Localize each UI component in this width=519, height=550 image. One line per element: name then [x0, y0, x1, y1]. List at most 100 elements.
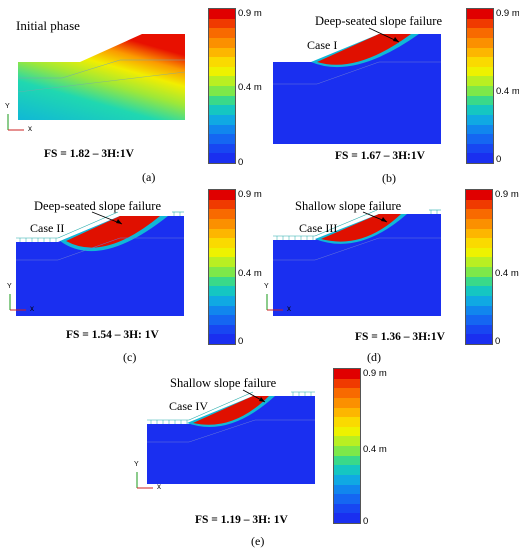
axis-label-x: x: [30, 304, 34, 313]
factor-of-safety: FS = 1.67 – 3H:1V: [335, 150, 425, 162]
colorbar-band: [209, 286, 235, 296]
surcharge-ticks: [19, 212, 181, 242]
panel-d: Shallow slope failure Case III Y x 0.9 m…: [259, 186, 519, 366]
annotation-arrow: [362, 211, 388, 223]
colorbar-band: [467, 124, 493, 135]
colorbar-band: [209, 257, 235, 267]
colorbar: [465, 189, 493, 345]
colorbar: [466, 8, 494, 164]
colorbar-band: [334, 426, 360, 437]
axis-label-x: x: [287, 304, 291, 313]
colorbar-band: [209, 218, 235, 229]
annotation-arrow: [91, 211, 123, 225]
colorbar-band: [334, 436, 360, 446]
colorbar-band: [467, 114, 493, 125]
colorbar-band: [466, 334, 492, 344]
slope-domain: [273, 34, 441, 144]
colorbar-min-label: 0: [238, 336, 244, 347]
colorbar-band: [467, 105, 493, 115]
failure-zone: [66, 216, 160, 248]
factor-of-safety: FS = 1.36 – 3H:1V: [355, 331, 445, 343]
colorbar-band: [467, 66, 493, 77]
plot-a: [7, 34, 186, 131]
colorbar-band: [334, 407, 360, 418]
colorbar-band: [209, 18, 235, 29]
slope-domain: [147, 396, 315, 484]
colorbar-band: [209, 105, 235, 115]
panel-c: Deep-seated slope failure Case II Y x 0.…: [0, 186, 262, 366]
colorbar-min-label: 0: [496, 154, 502, 165]
colorbar-band: [466, 238, 492, 248]
colorbar-band: [334, 474, 360, 485]
axis-label-x: x: [28, 124, 32, 133]
colorbar-band: [209, 324, 235, 335]
axis-label-y: Y: [7, 283, 12, 290]
colorbar-band: [467, 153, 493, 163]
colorbar-band: [209, 95, 235, 106]
colorbar-band: [467, 57, 493, 67]
colorbar-band: [209, 66, 235, 77]
annotation-arrow: [368, 27, 400, 43]
case-label: Case I: [307, 38, 338, 52]
colorbar-max-label: 0.9 m: [363, 368, 387, 379]
layer-boundary: [17, 71, 186, 93]
colorbar-band: [334, 513, 360, 523]
colorbar-band: [209, 209, 235, 219]
colorbar-band: [209, 295, 235, 306]
colorbar-band: [466, 199, 492, 210]
slope-domain: [273, 214, 441, 316]
colorbar-band: [209, 334, 235, 344]
colorbar-band: [209, 228, 235, 239]
colorbar-band: [466, 228, 492, 239]
panel-caption: (c): [123, 350, 137, 364]
failure-zone: [321, 214, 401, 242]
colorbar-band: [466, 257, 492, 267]
surcharge-ticks: [276, 210, 438, 240]
plot-b: [273, 27, 441, 144]
colorbar: [208, 189, 236, 345]
colorbar-band: [209, 9, 235, 19]
colorbar-min-label: 0: [363, 516, 369, 527]
colorbar-mid-label: 0.4 m: [238, 82, 262, 93]
failure-annotation: Deep-seated slope failure: [315, 14, 443, 28]
axis-label-y: Y: [134, 461, 139, 468]
axis-label-y: Y: [5, 103, 10, 110]
colorbar-mid-label: 0.4 m: [363, 444, 387, 455]
colorbar-band: [467, 47, 493, 58]
panel-b: Deep-seated slope failure Case I 0.9 m 0…: [259, 0, 519, 190]
colorbar-band: [209, 315, 235, 325]
colorbar-band: [209, 76, 235, 86]
colorbar-band: [334, 388, 360, 398]
colorbar-band: [209, 47, 235, 58]
colorbar-band: [334, 503, 360, 514]
axis-triad: [136, 472, 153, 489]
colorbar-band: [209, 199, 235, 210]
colorbar-band: [209, 247, 235, 258]
colorbar-band: [466, 218, 492, 229]
panel-caption: (a): [142, 170, 156, 184]
axis-triad: [9, 294, 26, 311]
panel-caption: (d): [367, 350, 381, 364]
colorbar-band: [209, 124, 235, 135]
plot-c: [9, 211, 184, 316]
colorbar-band: [209, 134, 235, 144]
colorbar-band: [209, 114, 235, 125]
colorbar-min-label: 0: [238, 157, 244, 168]
colorbar-max-label: 0.9 m: [495, 189, 519, 200]
annotation-arrow: [242, 389, 266, 403]
colorbar-band: [466, 315, 492, 325]
colorbar-band: [209, 86, 235, 96]
colorbar-band: [334, 484, 360, 495]
colorbar-band: [466, 286, 492, 296]
factor-of-safety: FS = 1.82 – 3H:1V: [44, 148, 134, 160]
colorbar-mid-label: 0.4 m: [495, 268, 519, 279]
panel-title: Initial phase: [16, 18, 80, 33]
failure-zone: [317, 34, 411, 65]
colorbar-band: [334, 494, 360, 504]
colorbar-band: [467, 37, 493, 48]
axis-label-x: x: [157, 482, 161, 491]
panel-caption: (b): [382, 171, 396, 185]
failure-annotation: Deep-seated slope failure: [34, 199, 162, 213]
colorbar-band: [467, 95, 493, 106]
